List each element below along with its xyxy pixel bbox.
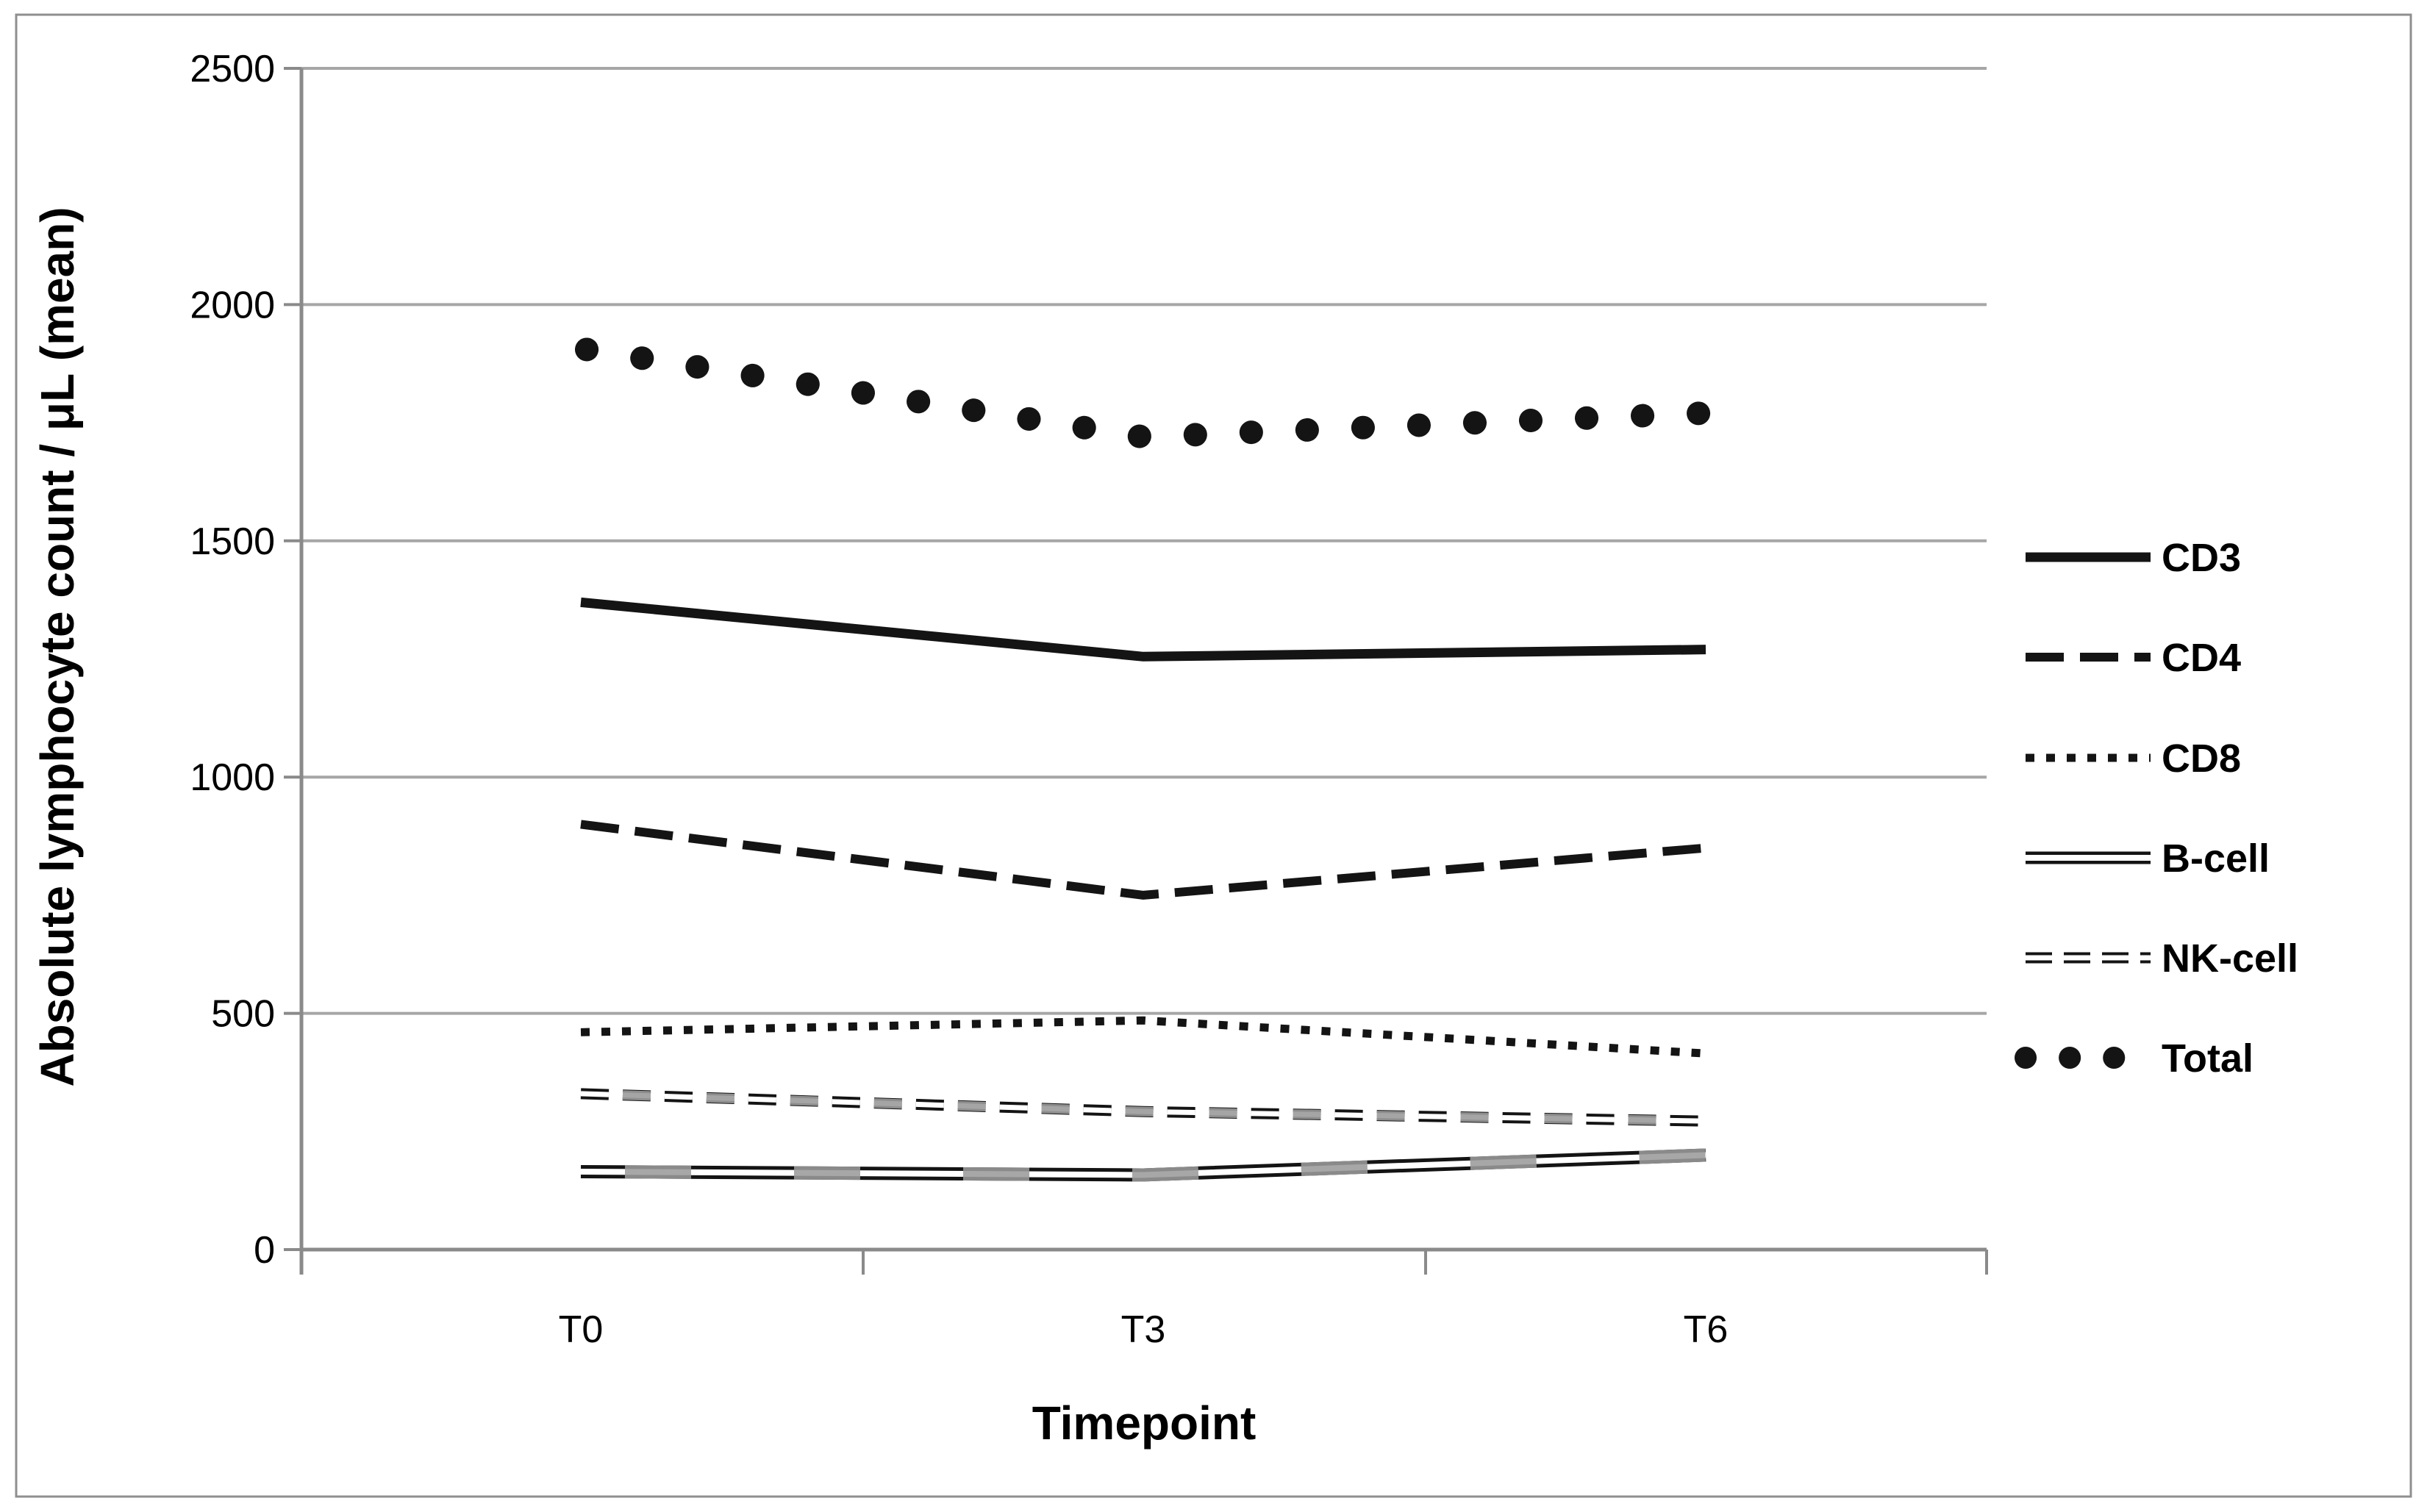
figure-border — [15, 13, 2412, 1498]
line-big-dots — [575, 337, 1712, 449]
legend-label-NK-cell: NK-cell — [2162, 936, 2298, 981]
line-solid — [580, 597, 1706, 662]
series-NK-cell — [580, 1088, 1706, 1127]
legend-item-CD8: CD8 — [2026, 737, 2241, 781]
line-double-gray-overlay — [580, 1148, 1706, 1182]
x-tick-label-T6: T6 — [1684, 1308, 1729, 1351]
series-B-cell — [580, 1148, 1706, 1182]
x-tick-labels: T0 T3 T6 — [559, 1308, 1729, 1351]
legend-item-CD3: CD3 — [2026, 536, 2241, 580]
legend-label-Total: Total — [2162, 1036, 2253, 1081]
series-Total — [575, 337, 1712, 449]
x-tick-label-T3: T3 — [1121, 1308, 1166, 1351]
y-tick-labels: 0 500 1000 1500 2000 2500 — [190, 48, 275, 1272]
legend-label-B-cell: B-cell — [2162, 836, 2270, 881]
y-tick-label-2500: 2500 — [190, 48, 275, 90]
y-axis-title: Absolute lymphocyte count / μL (mean) — [31, 207, 84, 1086]
series-CD3 — [580, 597, 1706, 662]
y-tick-label-500: 500 — [211, 993, 275, 1036]
legend-label-CD4: CD4 — [2162, 636, 2241, 680]
y-tick-label-0: 0 — [254, 1229, 275, 1272]
y-tick-label-1000: 1000 — [190, 756, 275, 799]
legend-item-B-cell: B-cell — [2026, 836, 2270, 881]
series-CD4 — [580, 820, 1706, 900]
legend: CD3 CD4 CD8 B-cell NK-cell Total — [2015, 536, 2298, 1081]
line-hollow-dash-gray-overlay — [580, 1089, 1706, 1126]
series-lines — [575, 337, 1712, 1182]
legend-item-NK-cell: NK-cell — [2026, 936, 2298, 981]
legend-item-Total: Total — [2015, 1036, 2253, 1081]
legend-label-CD3: CD3 — [2162, 536, 2241, 580]
y-tick-label-1500: 1500 — [190, 520, 275, 563]
x-axis-title: Timepoint — [1032, 1397, 1257, 1450]
axes — [284, 67, 1988, 1275]
y-tick-label-2000: 2000 — [190, 284, 275, 326]
line-dashed — [580, 820, 1706, 900]
series-CD8 — [580, 1016, 1706, 1058]
legend-label-CD8: CD8 — [2162, 737, 2241, 781]
legend-item-CD4: CD4 — [2026, 636, 2241, 680]
x-tick-label-T0: T0 — [559, 1308, 604, 1351]
line-dotted — [580, 1016, 1706, 1058]
